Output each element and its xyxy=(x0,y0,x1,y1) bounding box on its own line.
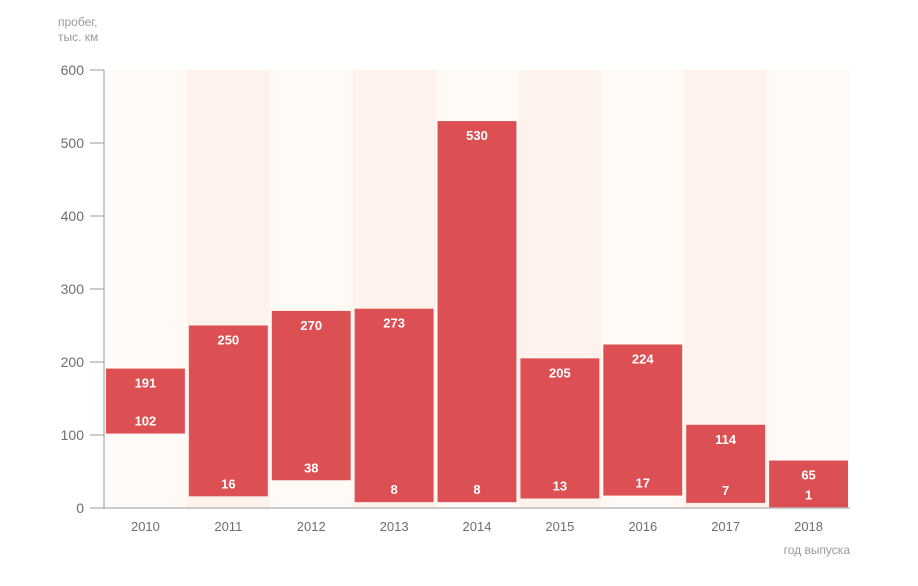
min-value-label: 38 xyxy=(304,460,318,475)
range-bar xyxy=(188,325,268,497)
y-tick-label: 100 xyxy=(61,427,85,443)
min-value-label: 102 xyxy=(135,414,157,429)
range-bar xyxy=(437,121,517,503)
min-value-label: 7 xyxy=(722,483,729,498)
min-value-label: 1 xyxy=(805,487,812,502)
max-value-label: 224 xyxy=(632,351,654,366)
range-bar xyxy=(603,344,683,496)
min-value-label: 8 xyxy=(390,482,397,497)
min-value-label: 17 xyxy=(636,476,650,491)
y-tick-label: 0 xyxy=(76,500,84,516)
x-tick-label: 2015 xyxy=(545,519,574,534)
y-tick-label: 200 xyxy=(61,354,85,370)
column-band xyxy=(104,70,187,508)
x-tick-label: 2018 xyxy=(794,519,823,534)
x-tick-label: 2014 xyxy=(463,519,492,534)
min-value-label: 8 xyxy=(473,482,480,497)
x-tick-label: 2016 xyxy=(628,519,657,534)
max-value-label: 270 xyxy=(300,318,322,333)
max-value-label: 530 xyxy=(466,128,488,143)
range-bar xyxy=(769,460,848,508)
max-value-label: 205 xyxy=(549,365,571,380)
range-bar xyxy=(354,308,434,503)
x-tick-label: 2012 xyxy=(297,519,326,534)
max-value-label: 191 xyxy=(135,376,157,391)
y-axis-label-line-2: тыс. км xyxy=(58,30,99,44)
x-tick-label: 2010 xyxy=(131,519,160,534)
y-tick-label: 500 xyxy=(61,135,85,151)
range-bar xyxy=(271,310,351,481)
y-tick-label: 300 xyxy=(61,281,85,297)
range-bar xyxy=(520,358,600,499)
x-tick-label: 2017 xyxy=(711,519,740,534)
y-axis-label-line-1: пробег, xyxy=(58,15,98,29)
max-value-label: 250 xyxy=(217,333,239,348)
max-value-label: 114 xyxy=(715,432,737,447)
range-bar xyxy=(686,424,766,503)
x-axis-label: год выпуска xyxy=(783,543,850,557)
x-tick-label: 2013 xyxy=(380,519,409,534)
column-band xyxy=(767,70,850,508)
max-value-label: 273 xyxy=(383,316,405,331)
max-value-label: 65 xyxy=(801,468,815,483)
min-value-label: 13 xyxy=(553,479,567,494)
min-value-label: 16 xyxy=(221,476,235,491)
range-bar xyxy=(106,368,185,434)
y-tick-label: 400 xyxy=(61,208,85,224)
y-tick-label: 600 xyxy=(61,62,85,78)
x-tick-label: 2011 xyxy=(214,519,242,534)
